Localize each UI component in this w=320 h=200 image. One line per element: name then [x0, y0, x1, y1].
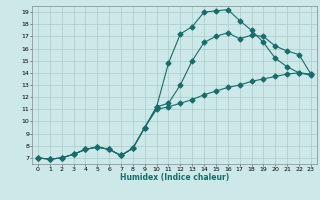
X-axis label: Humidex (Indice chaleur): Humidex (Indice chaleur) [120, 173, 229, 182]
